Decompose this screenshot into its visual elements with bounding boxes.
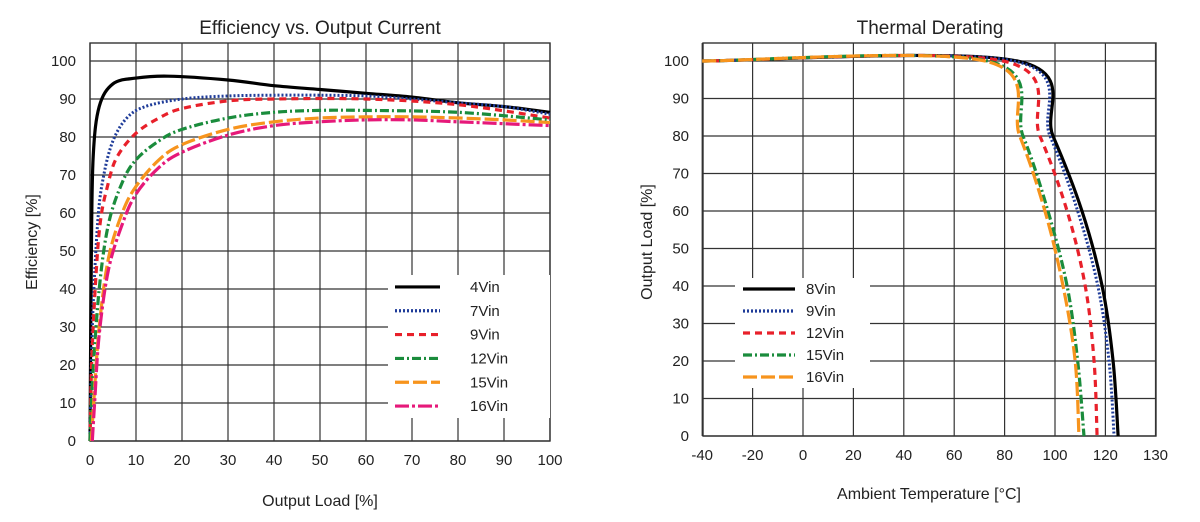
- legend-label: 9Vin: [806, 303, 836, 320]
- y-tick-label: 80: [672, 128, 689, 145]
- y-tick-label: 70: [672, 166, 689, 183]
- series-line-7vin: [88, 93, 551, 442]
- y-tick-label: 20: [672, 353, 689, 370]
- legend-label: 9Vin: [470, 327, 500, 344]
- x-tick-label: 20: [174, 452, 191, 469]
- legend-label: 12Vin: [806, 325, 844, 342]
- thermal-derating-chart: Thermal Derating Ambient Temperature [°C…: [639, 18, 1168, 503]
- x-tick-label: 20: [845, 447, 862, 464]
- x-tick-label: 120: [1093, 447, 1118, 464]
- series-line-4vin: [88, 74, 551, 442]
- x-tick-label: 0: [799, 447, 807, 464]
- y-axis-label: Efficiency [%]: [24, 194, 41, 290]
- legend-box: [388, 275, 550, 418]
- y-tick-label: 100: [664, 53, 689, 70]
- y-tick-label: 0: [68, 433, 76, 450]
- chart-title: Efficiency vs. Output Current: [199, 18, 441, 39]
- y-tick-label: 70: [59, 167, 76, 184]
- legend-label: 15Vin: [806, 347, 844, 364]
- x-axis-label: Ambient Temperature [°C]: [837, 486, 1021, 503]
- x-tick-label: -40: [691, 447, 713, 464]
- legend-label: 16Vin: [470, 398, 508, 415]
- y-tick-label: 20: [59, 357, 76, 374]
- x-tick-label: -20: [742, 447, 764, 464]
- chart-title: Thermal Derating: [857, 18, 1004, 39]
- y-tick-label: 0: [681, 428, 689, 445]
- y-tick-label: 30: [59, 319, 76, 336]
- series-line-12vin: [88, 108, 551, 442]
- x-tick-label: 70: [404, 452, 421, 469]
- legend-label: 8Vin: [806, 281, 836, 298]
- x-axis-label: Output Load [%]: [262, 493, 378, 510]
- legend-label: 16Vin: [806, 369, 844, 386]
- x-tick-label: 0: [86, 452, 94, 469]
- y-axis-label: Output Load [%]: [639, 184, 656, 300]
- y-tick-label: 40: [672, 278, 689, 295]
- x-tick-label: 50: [312, 452, 329, 469]
- y-tick-label: 10: [672, 391, 689, 408]
- y-tick-label: 60: [672, 203, 689, 220]
- y-tick-label: 30: [672, 316, 689, 333]
- legend-label: 4Vin: [470, 279, 500, 296]
- series-line-15vin: [89, 115, 551, 442]
- y-tick-label: 40: [59, 281, 76, 298]
- legend: 4Vin 7Vin 9Vin 12Vin 15Vin 16Vin: [388, 275, 550, 418]
- x-tick-label: 130: [1143, 447, 1168, 464]
- y-tick-label: 10: [59, 395, 76, 412]
- efficiency-chart: Efficiency vs. Output Current Output Loa…: [24, 18, 563, 510]
- x-tick-label: 60: [358, 452, 375, 469]
- legend-label: 15Vin: [470, 374, 508, 391]
- x-tick-label: 40: [895, 447, 912, 464]
- y-tick-label: 80: [59, 129, 76, 146]
- x-tick-label: 90: [496, 452, 513, 469]
- x-tick-label: 80: [996, 447, 1013, 464]
- x-tick-label: 30: [220, 452, 237, 469]
- x-tick-label: 60: [946, 447, 963, 464]
- x-tick-label: 40: [266, 452, 283, 469]
- y-tick-label: 50: [59, 243, 76, 260]
- legend-label: 7Vin: [470, 303, 500, 320]
- legend-label: 12Vin: [470, 350, 508, 367]
- x-tick-label: 80: [450, 452, 467, 469]
- y-tick-label: 100: [51, 53, 76, 70]
- series-line-16vin: [702, 53, 1081, 437]
- x-tick-label: 100: [1042, 447, 1067, 464]
- x-tick-label: 10: [128, 452, 145, 469]
- y-tick-label: 50: [672, 241, 689, 258]
- y-tick-label: 60: [59, 205, 76, 222]
- y-tick-label: 90: [672, 91, 689, 108]
- x-tick-label: 100: [537, 452, 562, 469]
- series-line-16vin: [90, 118, 551, 442]
- legend: 8Vin 9Vin 12Vin 15Vin 16Vin: [735, 278, 870, 388]
- y-tick-label: 90: [59, 91, 76, 108]
- series-line-9vin: [88, 96, 551, 442]
